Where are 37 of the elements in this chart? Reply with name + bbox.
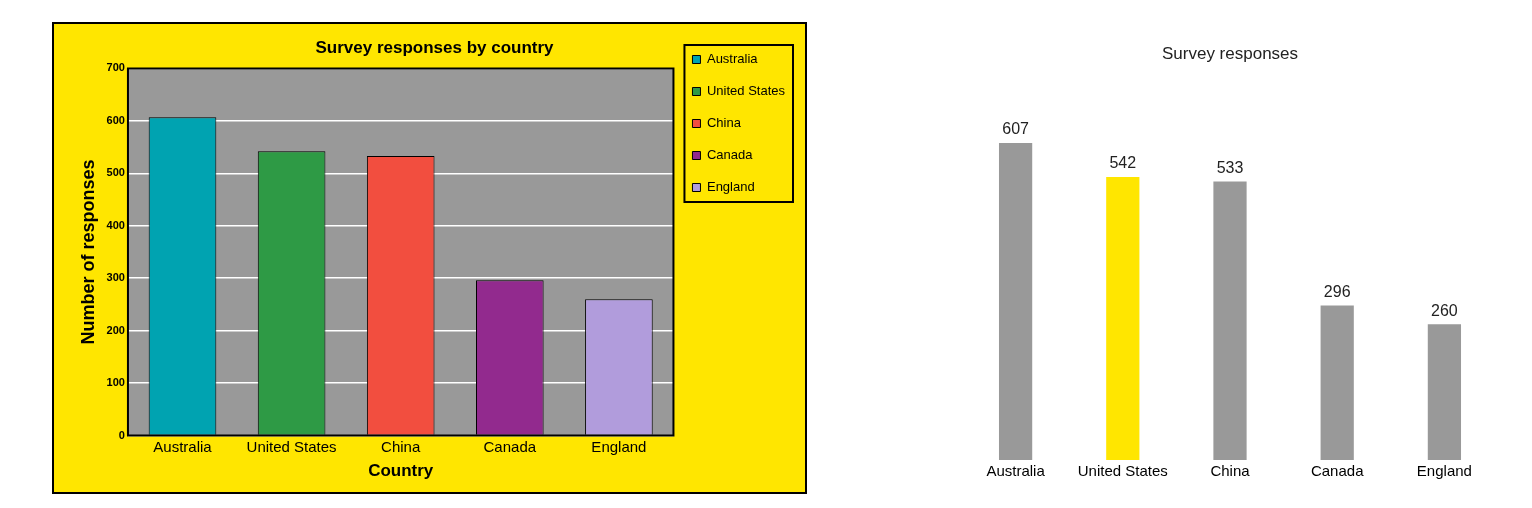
y-tick-label: 100 [106, 376, 125, 389]
bar [1106, 176, 1140, 460]
x-tick-label: Canada [1310, 462, 1365, 480]
x-tick-label: Australia [153, 437, 213, 455]
legend-label: United States [706, 83, 786, 99]
data-label: 260 [1431, 301, 1458, 319]
bar [1320, 305, 1354, 460]
y-tick-label: 300 [106, 271, 125, 284]
y-tick-label: 500 [106, 166, 125, 179]
x-tick-label: England [1416, 462, 1472, 480]
y-axis-title: Number of responses [77, 159, 98, 345]
legend-label: China [706, 115, 742, 131]
data-label: 607 [1002, 120, 1030, 138]
y-tick-label: 400 [106, 218, 125, 231]
x-tick-label: England [591, 437, 647, 455]
data-label: 542 [1109, 154, 1137, 172]
chart-title: Survey responses by country [315, 37, 555, 57]
chart-title: Survey responses [1161, 43, 1299, 63]
x-tick-label: China [381, 437, 421, 455]
x-tick-label: China [1210, 462, 1251, 480]
x-tick-label: United States [246, 437, 337, 455]
y-tick-label: 600 [106, 113, 125, 126]
legend-label: Australia [706, 51, 759, 67]
legend-label: England [706, 179, 755, 195]
y-tick-label: 700 [106, 61, 125, 74]
bar [998, 142, 1033, 460]
bar [1427, 324, 1462, 460]
x-axis-title: Country [368, 461, 434, 481]
x-tick-label: United States [1077, 462, 1168, 480]
y-tick-label: 200 [106, 323, 125, 336]
bar [1213, 181, 1247, 460]
data-label: 533 [1216, 159, 1244, 177]
x-tick-label: Australia [986, 462, 1046, 480]
legend-label: Canada [706, 147, 754, 163]
x-tick-label: Canada [483, 437, 537, 455]
data-label: 296 [1323, 282, 1351, 300]
y-tick-label: 0 [118, 428, 125, 441]
